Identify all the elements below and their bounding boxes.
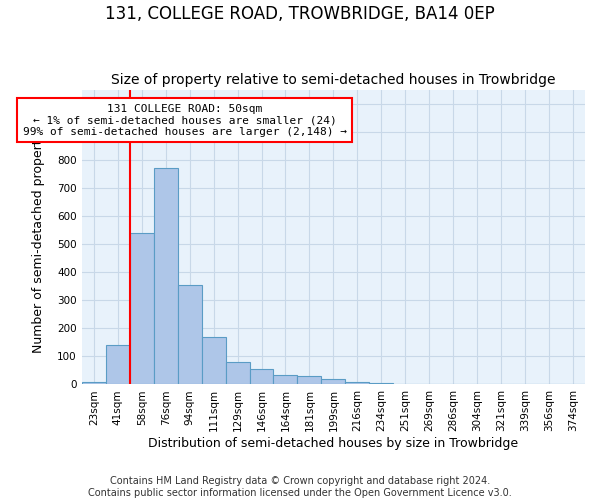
Text: Contains HM Land Registry data © Crown copyright and database right 2024.
Contai: Contains HM Land Registry data © Crown c… (88, 476, 512, 498)
Bar (274, 374, 298, 384)
Text: 131 COLLEGE ROAD: 50sqm
← 1% of semi-detached houses are smaller (24)
99% of sem: 131 COLLEGE ROAD: 50sqm ← 1% of semi-det… (23, 104, 347, 137)
Text: 131, COLLEGE ROAD, TROWBRIDGE, BA14 0EP: 131, COLLEGE ROAD, TROWBRIDGE, BA14 0EP (105, 5, 495, 23)
Bar (250, 369, 274, 384)
Bar (370, 383, 393, 384)
Bar (130, 233, 154, 384)
X-axis label: Distribution of semi-detached houses by size in Trowbridge: Distribution of semi-detached houses by … (148, 437, 518, 450)
Bar (154, 168, 178, 384)
Bar (298, 376, 322, 384)
Bar (226, 362, 250, 384)
Bar (346, 382, 370, 384)
Bar (322, 379, 346, 384)
Title: Size of property relative to semi-detached houses in Trowbridge: Size of property relative to semi-detach… (111, 73, 556, 87)
Y-axis label: Number of semi-detached properties: Number of semi-detached properties (32, 122, 45, 352)
Bar (202, 336, 226, 384)
Bar (106, 345, 130, 385)
Bar (178, 285, 202, 384)
Bar (82, 382, 106, 384)
